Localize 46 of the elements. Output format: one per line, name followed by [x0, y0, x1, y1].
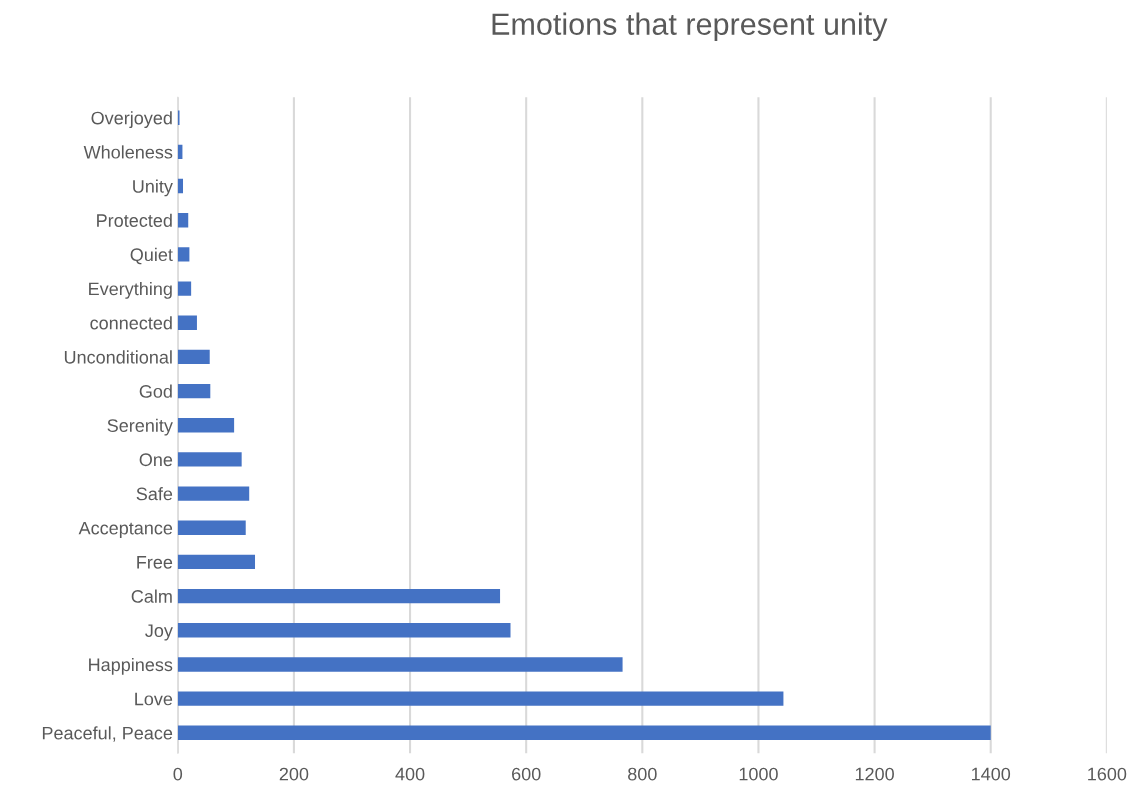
bar — [177, 520, 246, 535]
bar — [177, 315, 197, 330]
y-tick-label: Happiness — [89, 657, 173, 675]
x-tick-label: 1400 — [972, 767, 1011, 781]
chart-title: Emotions that represent unity — [492, 12, 888, 42]
bar — [177, 178, 184, 194]
y-tick-label: Serenity — [107, 418, 173, 436]
y-tick-label: Free — [137, 556, 173, 569]
bar — [177, 281, 192, 296]
x-tick-label: 1200 — [855, 767, 894, 781]
bar — [177, 247, 190, 262]
y-tick-label: Love — [135, 692, 173, 706]
bar — [177, 383, 211, 399]
y-tick-label: Peaceful, Peace — [42, 726, 173, 742]
x-tick-label: 200 — [279, 767, 309, 781]
y-tick-label: Acceptance — [78, 521, 173, 539]
y-tick-label: Calm — [131, 589, 172, 603]
bar — [177, 418, 235, 433]
x-tick-label: 0 — [173, 767, 183, 781]
bar — [177, 452, 242, 467]
y-tick-label: Quiet — [130, 247, 173, 265]
x-tick-label: 600 — [512, 767, 541, 781]
y-tick-label: Safe — [136, 487, 173, 501]
x-tick-label: 800 — [628, 767, 657, 781]
y-tick-label: Unconditional — [64, 350, 172, 364]
x-tick-label: 400 — [395, 767, 425, 781]
bar — [177, 623, 511, 638]
y-tick-label: God — [139, 384, 172, 398]
y-tick-label: Joy — [145, 624, 173, 641]
bar — [177, 486, 250, 501]
y-tick-label: Protected — [97, 213, 172, 227]
bar — [177, 657, 623, 672]
x-tick-label: 1000 — [739, 767, 778, 781]
bar — [177, 588, 501, 604]
bar — [177, 349, 210, 365]
y-tick-label: One — [139, 453, 173, 467]
x-tick-label: 1600 — [1088, 767, 1127, 781]
y-tick-label: Everything — [89, 282, 172, 299]
y-tick-label: connected — [90, 316, 172, 330]
bar — [177, 213, 189, 228]
bar — [177, 691, 784, 706]
y-tick-label: Wholeness — [83, 145, 173, 159]
y-tick-label: Overjoyed — [91, 111, 172, 128]
bar — [177, 554, 256, 570]
bar — [177, 725, 991, 740]
y-tick-label: Unity — [133, 179, 173, 197]
